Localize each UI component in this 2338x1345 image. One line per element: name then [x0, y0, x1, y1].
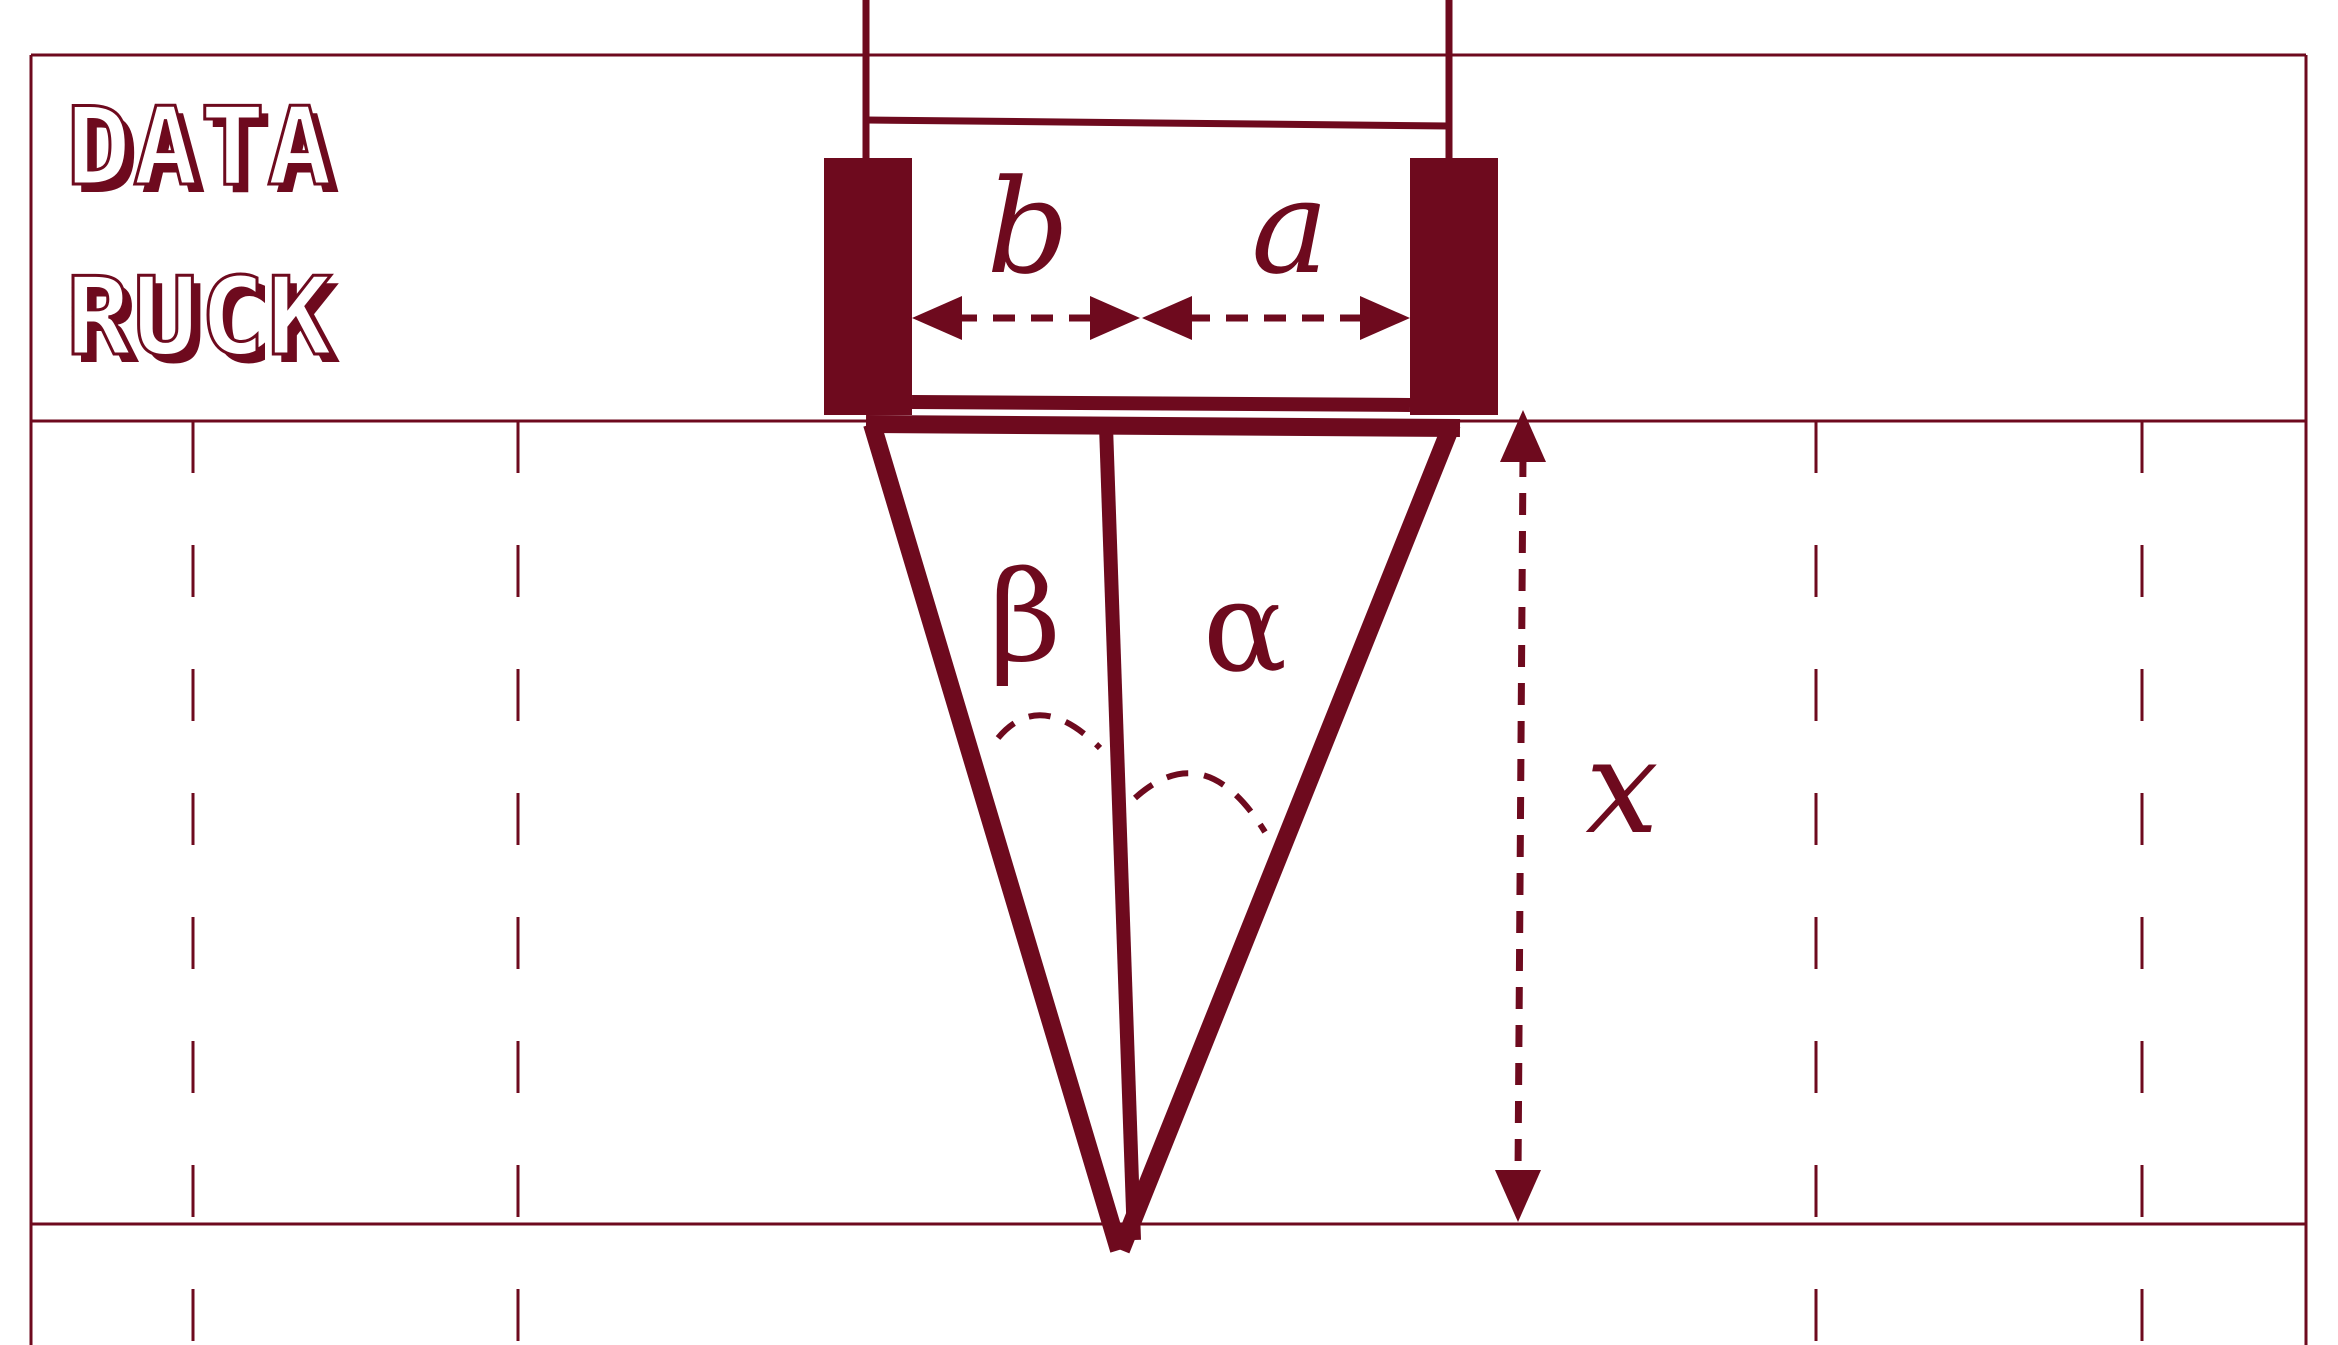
right-post-pad — [1410, 158, 1498, 415]
arrowhead-b-left — [912, 296, 962, 340]
goal-posts — [824, 0, 1498, 415]
dimension-x-line — [1514, 454, 1527, 1176]
label-x: x — [1585, 711, 1658, 863]
angle-arcs — [995, 712, 1268, 834]
label-alpha: α — [1203, 555, 1287, 700]
width-dimensions — [912, 296, 1410, 340]
left-post-pad — [824, 158, 912, 415]
arrowhead-b-right — [1090, 296, 1140, 340]
center-line — [1099, 425, 1141, 1241]
left-angle-line — [863, 421, 1128, 1253]
kick-triangle — [863, 415, 1461, 1254]
angle-alpha-arc — [1132, 770, 1268, 834]
variable-labels: b a β α x — [986, 151, 1658, 863]
crossbar — [865, 116, 1450, 130]
dashed-field-lines — [191, 421, 2144, 1345]
arrowhead-a-left — [1142, 296, 1192, 340]
triangle-top-line — [865, 415, 1461, 437]
data-ruck-logo: DATA DATA RUCK RUCK — [65, 84, 342, 389]
arrowhead-x-bottom — [1495, 1170, 1541, 1222]
right-angle-line — [1112, 420, 1461, 1254]
label-beta: β — [989, 545, 1061, 690]
logo-line2: RUCK — [66, 255, 334, 380]
arrowhead-x-top — [1500, 410, 1546, 462]
logo-line1: DATA — [66, 85, 334, 210]
goal-base-line — [911, 395, 1411, 412]
distance-dimension — [1495, 410, 1546, 1222]
label-a-top: a — [1251, 151, 1329, 303]
label-b: b — [986, 151, 1069, 303]
arrowhead-a-right — [1360, 296, 1410, 340]
angle-beta-arc — [995, 712, 1103, 751]
logo-line1-shadow: DATA — [74, 93, 342, 218]
logo-line2-shadow: RUCK — [74, 263, 342, 388]
